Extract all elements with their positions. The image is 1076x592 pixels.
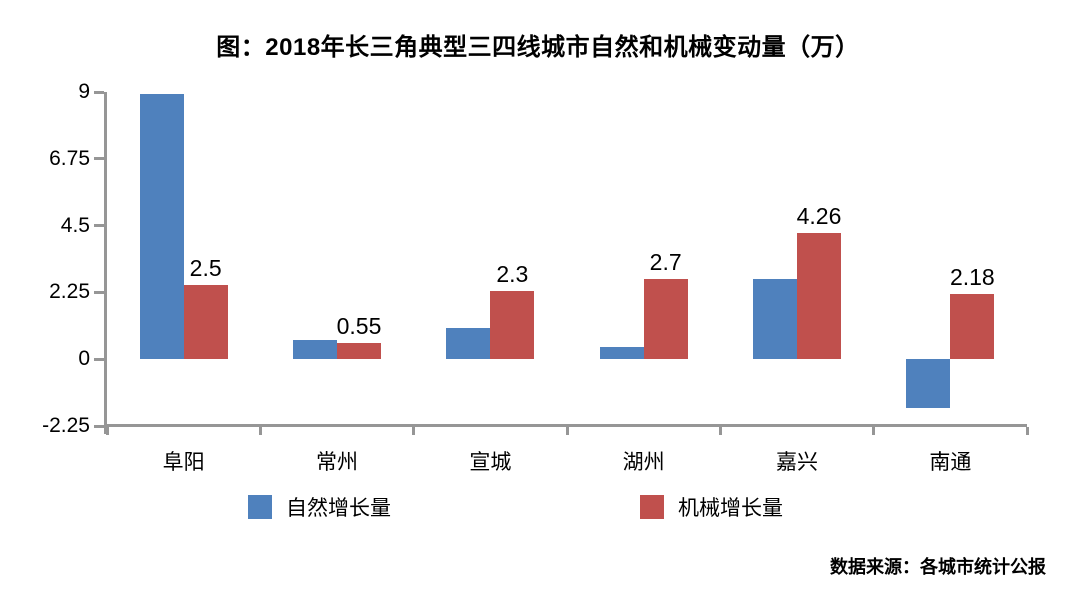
y-axis-tick: [94, 424, 104, 428]
legend-swatch-natural: [248, 495, 272, 519]
bar-mechanical-宣城: [490, 290, 535, 360]
bar-mechanical-南通: [950, 294, 995, 360]
x-axis-line: [104, 424, 1027, 427]
bar-value-label: 2.7: [649, 249, 682, 276]
x-axis-tick: [718, 427, 722, 435]
bar-natural-湖州: [599, 346, 644, 360]
y-axis-tick: [94, 357, 104, 361]
x-category-label: 阜阳: [162, 451, 205, 474]
bar-value-label: 0.55: [336, 312, 382, 339]
bar-natural-嘉兴: [753, 279, 797, 360]
bar-mechanical-嘉兴: [797, 232, 841, 360]
source-note: 数据来源：各城市统计公报: [830, 557, 1046, 577]
x-axis-tick: [412, 427, 416, 435]
y-tick-label: 9: [78, 80, 90, 103]
bar-value-label: 4.26: [796, 202, 842, 229]
x-axis-tick: [872, 427, 876, 435]
bar-mechanical-阜阳: [183, 284, 228, 360]
plot-area: 9 6.75 4.5 2.25 0 -2.25 阜阳 常州 宣城 湖州 嘉兴 南通 2.5 0.55 2.3…: [42, 80, 1029, 474]
bar-value-label: 2.18: [949, 264, 995, 291]
y-axis-tick: [94, 90, 104, 94]
x-axis-tick: [105, 427, 109, 435]
x-axis-tick: [565, 427, 569, 435]
legend-item-mechanical: 机械增长量: [640, 492, 783, 522]
bar-natural-常州: [293, 340, 337, 360]
x-category-label: 嘉兴: [776, 451, 818, 474]
bar-natural-南通: [906, 359, 951, 409]
bar-natural-宣城: [446, 328, 491, 360]
x-category-label: 常州: [316, 451, 358, 474]
bar-value-label: 2.3: [496, 260, 529, 287]
y-tick-label: 6.75: [49, 146, 90, 170]
y-tick-label: -2.25: [42, 414, 90, 437]
x-axis-tick: [258, 427, 262, 435]
y-tick-label: 2.25: [49, 280, 90, 304]
y-axis-line: [104, 92, 107, 434]
legend-label-mechanical: 机械增长量: [678, 497, 783, 520]
y-tick-label: 0: [78, 347, 90, 371]
bar-mechanical-湖州: [643, 279, 688, 360]
y-tick-label: 4.5: [60, 213, 90, 237]
bar-mechanical-常州: [337, 342, 381, 360]
bar-value-label: 2.5: [189, 254, 222, 281]
y-axis-tick: [94, 157, 104, 161]
chart-title: 图：2018年长三角典型三四线城市自然和机械变动量（万）: [216, 34, 860, 61]
bar-natural-阜阳: [139, 94, 184, 360]
legend-item-natural: 自然增长量: [248, 492, 391, 522]
x-category-label: 宣城: [469, 451, 512, 474]
legend-label-natural: 自然增长量: [286, 497, 391, 520]
x-axis-tick: [1025, 427, 1029, 435]
y-axis-tick: [94, 224, 104, 228]
legend-swatch-mechanical: [640, 495, 664, 519]
x-category-label: 湖州: [622, 451, 665, 474]
y-axis-tick: [94, 290, 104, 294]
x-category-label: 南通: [929, 451, 972, 474]
